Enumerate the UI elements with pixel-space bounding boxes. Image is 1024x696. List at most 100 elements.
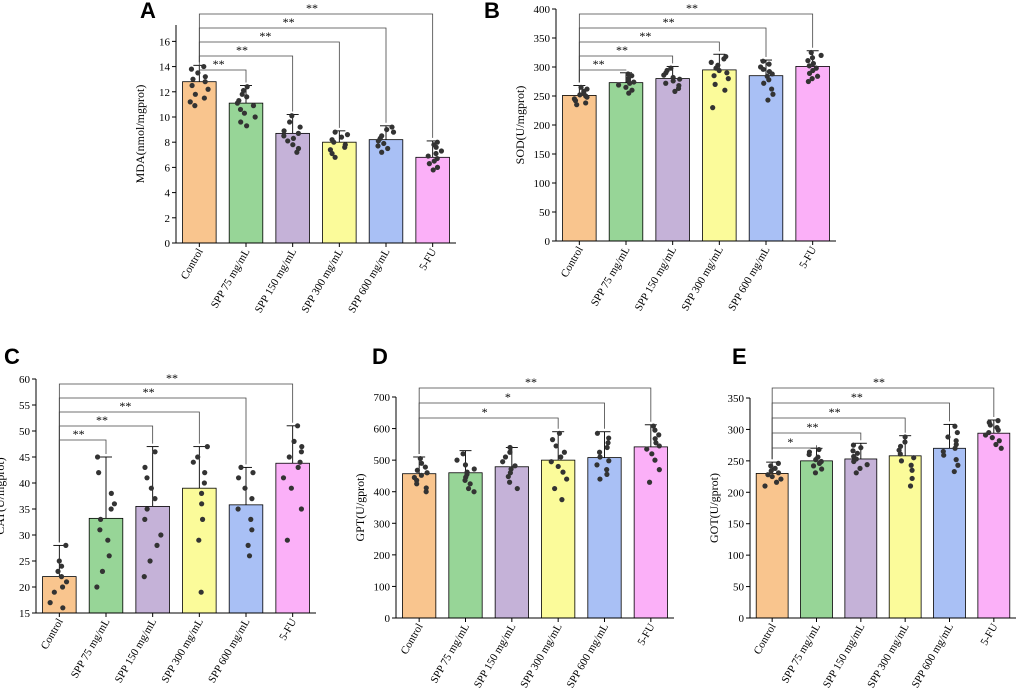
data-point	[584, 94, 590, 100]
bar-d-0	[402, 473, 437, 619]
significance-label: **	[96, 413, 108, 427]
data-point	[154, 542, 160, 549]
chart-panel-b: B 0 50 100 150 200 250 300 350 400 SOD(U/mgprot) Co…	[484, 0, 836, 313]
data-point	[864, 462, 870, 468]
data-point	[190, 459, 196, 465]
data-point	[775, 460, 781, 466]
x-tick-label: SPP 600 mg/mL	[910, 621, 957, 690]
significance-label: *	[482, 405, 488, 419]
data-point	[384, 126, 390, 133]
significance-label: **	[166, 371, 178, 385]
data-point	[507, 470, 514, 476]
data-point	[152, 449, 158, 455]
y-tick-label: 200	[728, 487, 745, 499]
data-point	[902, 439, 908, 445]
chart-panel-c: C 15 20 25 30 35 40 45 50 55 60 CAT(U/mgprot) Contro…	[0, 344, 316, 685]
data-point	[502, 454, 509, 460]
data-point	[507, 444, 513, 451]
data-point	[375, 138, 381, 144]
data-point	[385, 145, 391, 152]
data-point	[594, 462, 600, 468]
y-tick-label: 300	[728, 424, 745, 436]
y-tick-label: 150	[534, 149, 551, 161]
data-point	[577, 92, 583, 98]
data-point	[290, 135, 297, 142]
bar-b-3	[702, 69, 737, 242]
data-point	[422, 464, 428, 470]
data-point	[761, 80, 767, 86]
data-point	[202, 79, 208, 85]
data-point	[426, 161, 432, 167]
data-point	[238, 119, 244, 125]
data-point	[198, 490, 205, 496]
data-point	[911, 455, 917, 461]
data-point	[769, 86, 775, 92]
data-point	[431, 158, 437, 164]
data-point	[250, 470, 256, 476]
panel-letter: E	[732, 344, 747, 369]
data-point	[806, 63, 812, 69]
data-point	[294, 423, 301, 429]
x-tick-label: SPP 150 mg/mL	[472, 621, 519, 690]
data-point	[285, 138, 291, 144]
x-tick-label: 5-FU	[797, 244, 819, 270]
significance-label: **	[639, 29, 651, 43]
data-point	[711, 73, 717, 79]
data-point	[390, 129, 397, 135]
data-point	[583, 100, 589, 106]
x-tick-label: SPP 150 mg/mL	[253, 246, 300, 315]
data-point	[106, 553, 112, 559]
data-point	[97, 527, 103, 533]
data-point	[995, 418, 1001, 424]
y-tick-label: 8	[165, 137, 171, 149]
y-tick-label: 15	[19, 608, 31, 620]
data-point	[954, 429, 960, 436]
data-point	[652, 436, 658, 442]
data-point	[760, 66, 766, 72]
data-point	[298, 506, 305, 512]
significance-label: **	[686, 1, 698, 15]
data-point	[47, 600, 53, 606]
data-point	[553, 443, 559, 449]
data-point	[234, 100, 241, 106]
data-point	[96, 470, 102, 476]
data-point	[295, 130, 302, 136]
data-point	[187, 99, 193, 105]
data-point	[907, 483, 914, 489]
data-point	[604, 471, 610, 477]
data-point	[329, 150, 335, 157]
data-point	[471, 466, 477, 472]
y-axis-label: SOD(U/mgprot)	[513, 86, 527, 165]
data-point	[375, 143, 381, 149]
data-point	[952, 445, 958, 451]
x-tick-label: Control	[559, 245, 586, 280]
data-point	[195, 454, 201, 460]
data-point	[606, 435, 612, 441]
y-tick-label: 40	[19, 478, 31, 490]
y-tick-label: 400	[534, 4, 551, 16]
data-point	[766, 77, 772, 83]
data-point	[652, 457, 658, 463]
x-tick-label: SPP 150 mg/mL	[113, 616, 160, 685]
data-point	[294, 149, 300, 155]
bar-e-0	[755, 473, 789, 619]
data-point	[418, 472, 425, 478]
data-point	[281, 128, 287, 134]
data-point	[108, 506, 114, 512]
data-point	[773, 479, 780, 485]
data-point	[909, 475, 915, 482]
data-point	[652, 427, 658, 433]
data-point	[572, 98, 579, 104]
y-tick-label: 20	[19, 582, 31, 594]
y-tick-label: 350	[728, 393, 745, 405]
y-tick-label: 16	[159, 36, 171, 48]
x-tick-label: 5-FU	[277, 616, 299, 642]
data-point	[813, 457, 819, 463]
significance-label: **	[663, 15, 675, 29]
data-point	[993, 441, 999, 448]
y-tick-label: 200	[534, 120, 551, 132]
data-point	[190, 76, 196, 82]
data-point	[465, 485, 472, 492]
data-point	[816, 446, 822, 453]
y-tick-label: 0	[739, 613, 745, 625]
